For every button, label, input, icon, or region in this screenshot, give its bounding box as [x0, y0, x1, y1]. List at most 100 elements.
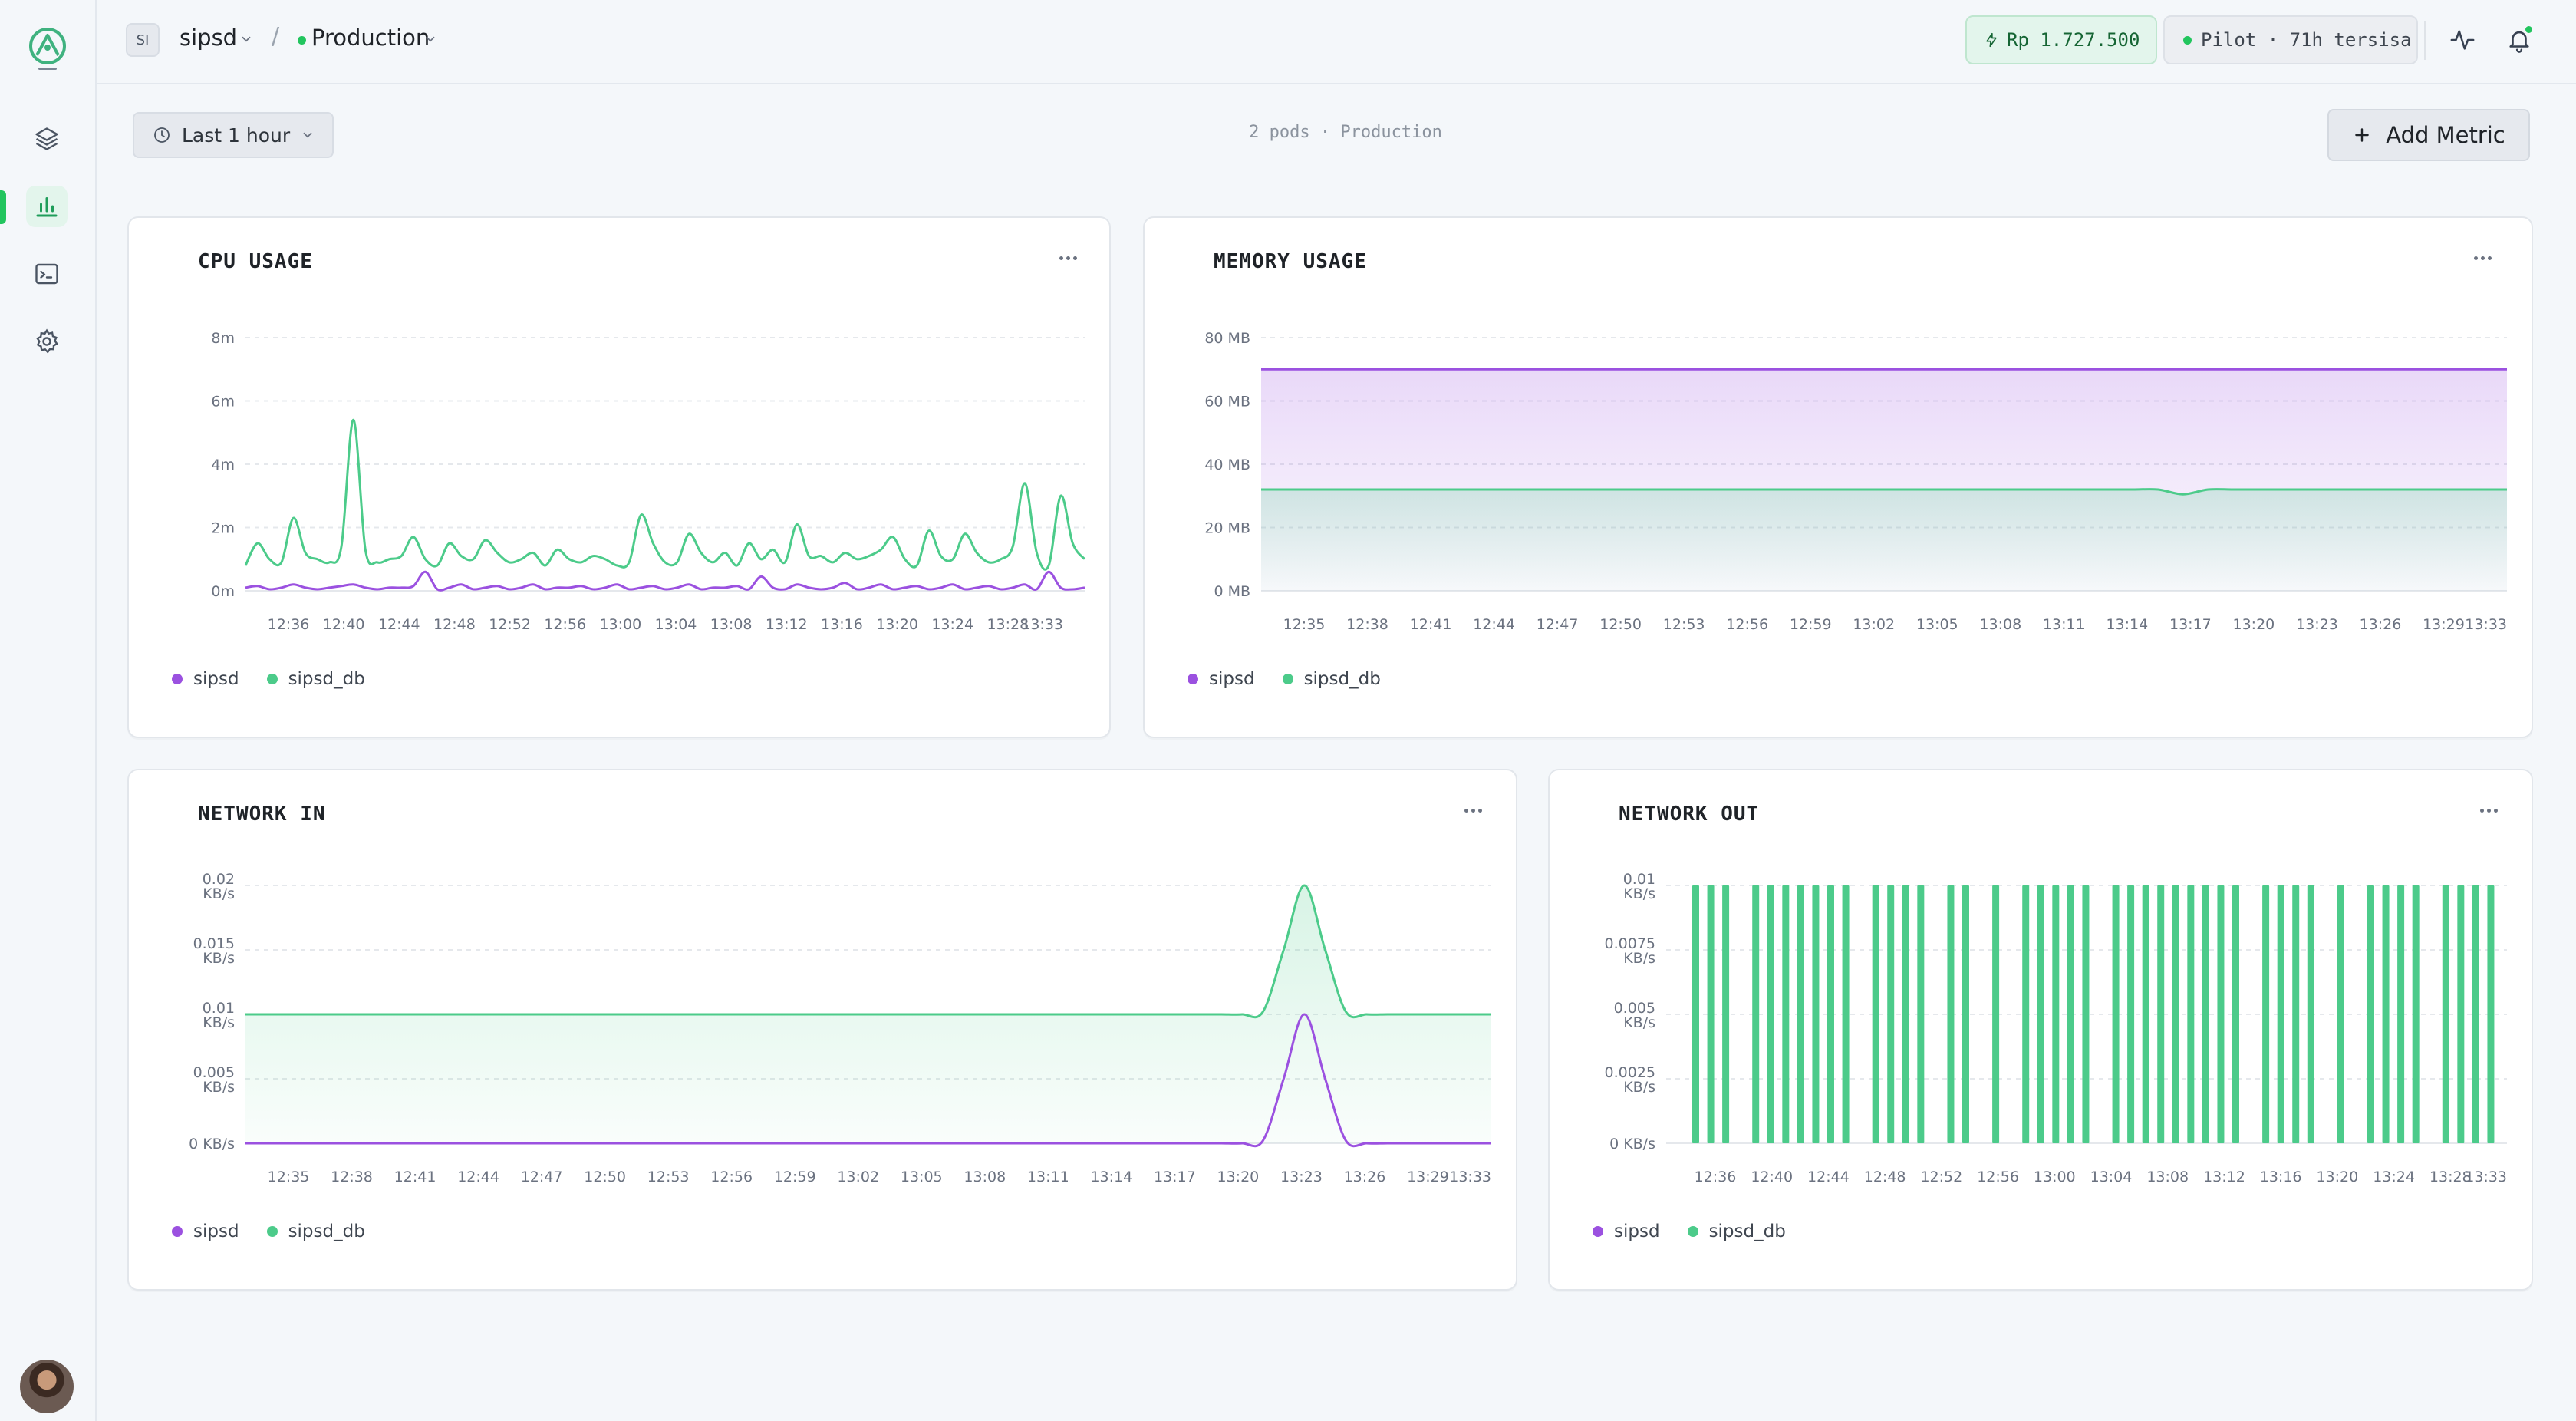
x-tick-label: 13:28: [987, 616, 1029, 633]
x-tick-label: 13:14: [1090, 1169, 1132, 1185]
bar: [1917, 885, 1925, 1143]
more-icon[interactable]: [2467, 249, 2498, 267]
x-tick-label: 12:50: [1599, 616, 1642, 633]
card-title: MEMORY USAGE: [1214, 250, 1367, 273]
more-icon[interactable]: [1458, 801, 1488, 819]
breadcrumb-separator: /: [272, 23, 280, 50]
legend-item-sipsd[interactable]: sipsd: [1593, 1222, 1660, 1241]
x-tick-label: 13:20: [2316, 1169, 2358, 1185]
legend-swatch: [172, 1226, 183, 1237]
plus-icon: [2355, 128, 2370, 142]
legend-label: sipsd_db: [1708, 1222, 1786, 1241]
more-icon[interactable]: [2473, 801, 2504, 819]
bell-icon[interactable]: [2502, 23, 2536, 57]
x-tick-label: 13:20: [876, 616, 918, 633]
balance-amount: Rp 1.727.500: [2007, 29, 2140, 51]
bar: [1962, 885, 1969, 1143]
legend-item-sipsd_db[interactable]: sipsd_db: [1282, 669, 1381, 689]
y-tick-label: 0.0025 KB/s: [1605, 1064, 1655, 1096]
sipsd_db-line: [244, 418, 1086, 571]
environment-selector[interactable]: Production: [311, 25, 430, 51]
app-logo-icon[interactable]: [23, 25, 72, 74]
terminal-icon[interactable]: [26, 253, 68, 295]
x-tick-label: 12:52: [1920, 1169, 1962, 1185]
legend-swatch: [266, 674, 278, 684]
x-tick-label: 13:33: [1449, 1169, 1491, 1185]
bar: [2037, 885, 2044, 1143]
x-tick-label: 12:44: [1807, 1169, 1850, 1185]
chart-icon[interactable]: [26, 186, 68, 227]
legend-item-sipsd_db[interactable]: sipsd_db: [266, 1222, 365, 1241]
x-tick-label: 13:24: [2373, 1169, 2415, 1185]
bar: [1887, 885, 1895, 1143]
x-tick-label: 12:35: [268, 1169, 310, 1185]
legend-item-sipsd_db[interactable]: sipsd_db: [266, 669, 365, 689]
y-tick-label: 0.01 KB/s: [1623, 871, 1655, 902]
sipsd-line: [245, 570, 1085, 592]
y-tick-label: 80 MB: [1204, 330, 1250, 347]
legend-item-sipsd[interactable]: sipsd: [1188, 669, 1255, 689]
x-tick-label: 12:50: [584, 1169, 626, 1185]
x-tick-label: 12:48: [433, 616, 476, 633]
x-tick-label: 13:16: [821, 616, 863, 633]
chevron-down-icon: [303, 132, 312, 138]
x-tick-label: 12:52: [489, 616, 531, 633]
time-range-select[interactable]: Last 1 hour: [133, 112, 334, 158]
legend-label: sipsd: [193, 669, 239, 689]
x-tick-label: 12:59: [1790, 616, 1832, 633]
bar: [2367, 885, 2374, 1143]
network-out-chart: 0 KB/s 0.0025 KB/s 0.005 KB/s 0.0075 KB/s 0.01 K…: [1605, 871, 2507, 1185]
avatar[interactable]: [20, 1360, 74, 1413]
bar: [2277, 885, 2284, 1143]
activity-icon[interactable]: [2446, 23, 2479, 57]
bar: [2412, 885, 2420, 1143]
bar: [2157, 885, 2165, 1143]
y-tick-label: 0.005 KB/s: [193, 1064, 235, 1096]
legend-item-sipsd_db[interactable]: sipsd_db: [1687, 1222, 1786, 1241]
chart-legend: sipsd sipsd_db: [172, 669, 365, 689]
x-tick-label: 13:00: [2034, 1169, 2076, 1185]
layers-icon[interactable]: [26, 118, 68, 160]
x-tick-label: 13:20: [2233, 616, 2275, 633]
legend-swatch: [1188, 674, 1198, 684]
chevron-down-icon[interactable]: [423, 32, 437, 46]
bar: [1902, 885, 1909, 1143]
legend-item-sipsd[interactable]: sipsd: [172, 669, 239, 689]
y-tick-label: 8m: [211, 330, 235, 347]
plan-status[interactable]: Pilot · 71h tersisa: [2163, 15, 2418, 64]
chart-legend: sipsd sipsd_db: [1188, 669, 1381, 689]
project-selector[interactable]: sipsd: [180, 25, 238, 51]
more-icon[interactable]: [1052, 249, 1083, 267]
y-tick-label: 0m: [211, 583, 235, 600]
notification-dot: [2525, 26, 2532, 33]
y-tick-label: 0 KB/s: [189, 1136, 235, 1152]
y-tick-label: 0.02 KB/s: [203, 871, 235, 902]
project-badge[interactable]: SI: [126, 23, 160, 57]
bar: [2442, 885, 2449, 1143]
bar: [2337, 885, 2344, 1143]
credit-balance[interactable]: Rp 1.727.500: [1965, 15, 2157, 64]
network-out-card: NETWORK OUT 0 KB/s 0.0025 KB/s 0.005 KB/s 0.0…: [1548, 769, 2533, 1291]
x-tick-label: 13:08: [1979, 616, 2021, 633]
bar: [2127, 885, 2135, 1143]
memory-usage-card: MEMORY USAGE 0 MB 20 MB 40 MB 60 MB 80 MB 12:…: [1143, 216, 2533, 738]
bar: [1797, 885, 1804, 1143]
top-bar: SI sipsd / Production Rp 1.727.500 Pilot…: [97, 0, 2576, 84]
legend-label: sipsd: [1209, 669, 1255, 689]
pods-summary: 2 pods · Production: [1249, 123, 1442, 142]
x-tick-label: 13:17: [1154, 1169, 1196, 1185]
x-tick-label: 13:11: [2043, 616, 2085, 633]
bar: [2487, 885, 2495, 1143]
add-metric-button[interactable]: Add Metric: [2327, 109, 2530, 161]
add-metric-label: Add Metric: [2386, 122, 2505, 148]
x-tick-label: 12:56: [1726, 616, 1768, 633]
x-tick-label: 13:02: [1853, 616, 1895, 633]
gear-icon[interactable]: [26, 321, 68, 362]
legend-item-sipsd[interactable]: sipsd: [172, 1222, 239, 1241]
x-tick-label: 13:12: [2203, 1169, 2245, 1185]
legend-label: sipsd_db: [288, 1222, 365, 1241]
chevron-down-icon[interactable]: [239, 32, 253, 46]
legend-label: sipsd: [1614, 1222, 1660, 1241]
bar: [2472, 885, 2479, 1143]
bar: [2307, 885, 2314, 1143]
